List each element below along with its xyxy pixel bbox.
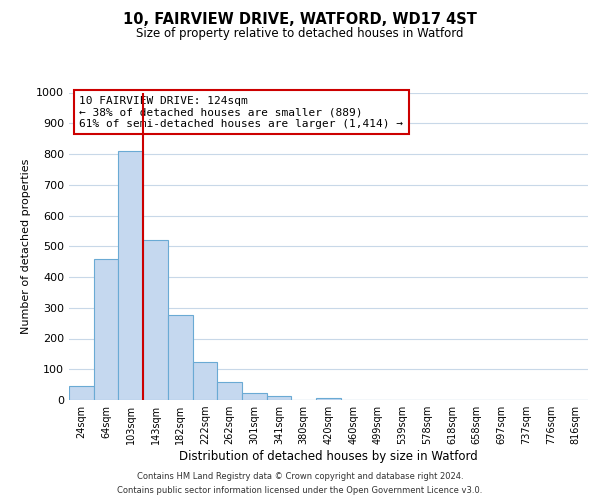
Bar xyxy=(94,258,118,400)
Bar xyxy=(168,316,193,400)
Bar xyxy=(193,362,217,400)
Bar xyxy=(267,396,292,400)
Y-axis label: Number of detached properties: Number of detached properties xyxy=(20,158,31,334)
X-axis label: Distribution of detached houses by size in Watford: Distribution of detached houses by size … xyxy=(179,450,478,463)
Bar xyxy=(143,240,168,400)
Bar xyxy=(69,386,94,400)
Bar xyxy=(217,382,242,400)
Bar xyxy=(316,398,341,400)
Text: Contains HM Land Registry data © Crown copyright and database right 2024.: Contains HM Land Registry data © Crown c… xyxy=(137,472,463,481)
Text: 10 FAIRVIEW DRIVE: 124sqm
← 38% of detached houses are smaller (889)
61% of semi: 10 FAIRVIEW DRIVE: 124sqm ← 38% of detac… xyxy=(79,96,403,129)
Text: Size of property relative to detached houses in Watford: Size of property relative to detached ho… xyxy=(136,28,464,40)
Text: Contains public sector information licensed under the Open Government Licence v3: Contains public sector information licen… xyxy=(118,486,482,495)
Bar xyxy=(118,151,143,400)
Bar xyxy=(242,393,267,400)
Text: 10, FAIRVIEW DRIVE, WATFORD, WD17 4ST: 10, FAIRVIEW DRIVE, WATFORD, WD17 4ST xyxy=(123,12,477,28)
